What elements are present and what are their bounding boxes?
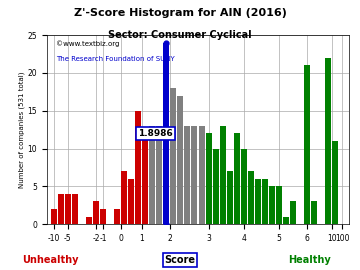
Bar xyxy=(100,209,106,224)
Bar xyxy=(86,217,92,224)
Bar xyxy=(227,171,233,224)
Text: The Research Foundation of SUNY: The Research Foundation of SUNY xyxy=(56,56,175,62)
Bar xyxy=(156,126,162,224)
Bar xyxy=(255,179,261,224)
Bar xyxy=(248,171,254,224)
Bar xyxy=(177,96,183,224)
Bar xyxy=(170,88,176,224)
Bar xyxy=(283,217,289,224)
Bar xyxy=(51,209,57,224)
Bar xyxy=(220,126,226,224)
Bar xyxy=(241,148,247,224)
Bar xyxy=(213,148,219,224)
Bar xyxy=(93,201,99,224)
Bar xyxy=(58,194,64,224)
Bar xyxy=(121,171,127,224)
Bar xyxy=(198,126,204,224)
Bar xyxy=(114,209,120,224)
Text: 1.8986: 1.8986 xyxy=(139,129,173,138)
Bar xyxy=(206,133,212,224)
Bar xyxy=(304,65,310,224)
Bar xyxy=(149,126,155,224)
Y-axis label: Number of companies (531 total): Number of companies (531 total) xyxy=(18,71,25,188)
Bar xyxy=(276,186,282,224)
Bar xyxy=(262,179,268,224)
Bar xyxy=(184,126,190,224)
Text: Healthy: Healthy xyxy=(288,255,331,265)
Bar xyxy=(325,58,331,224)
Bar xyxy=(142,133,148,224)
Bar xyxy=(65,194,71,224)
Bar xyxy=(311,201,317,224)
Text: Z'-Score Histogram for AIN (2016): Z'-Score Histogram for AIN (2016) xyxy=(73,8,287,18)
Bar xyxy=(290,201,296,224)
Text: Score: Score xyxy=(165,255,195,265)
Bar xyxy=(234,133,240,224)
Bar xyxy=(192,126,198,224)
Bar xyxy=(332,141,338,224)
Bar xyxy=(72,194,78,224)
Bar xyxy=(135,111,141,224)
Bar xyxy=(163,43,169,224)
Text: Unhealthy: Unhealthy xyxy=(22,255,78,265)
Bar xyxy=(128,179,134,224)
Bar xyxy=(269,186,275,224)
Text: Sector: Consumer Cyclical: Sector: Consumer Cyclical xyxy=(108,30,252,40)
Text: ©www.textbiz.org: ©www.textbiz.org xyxy=(56,41,119,48)
